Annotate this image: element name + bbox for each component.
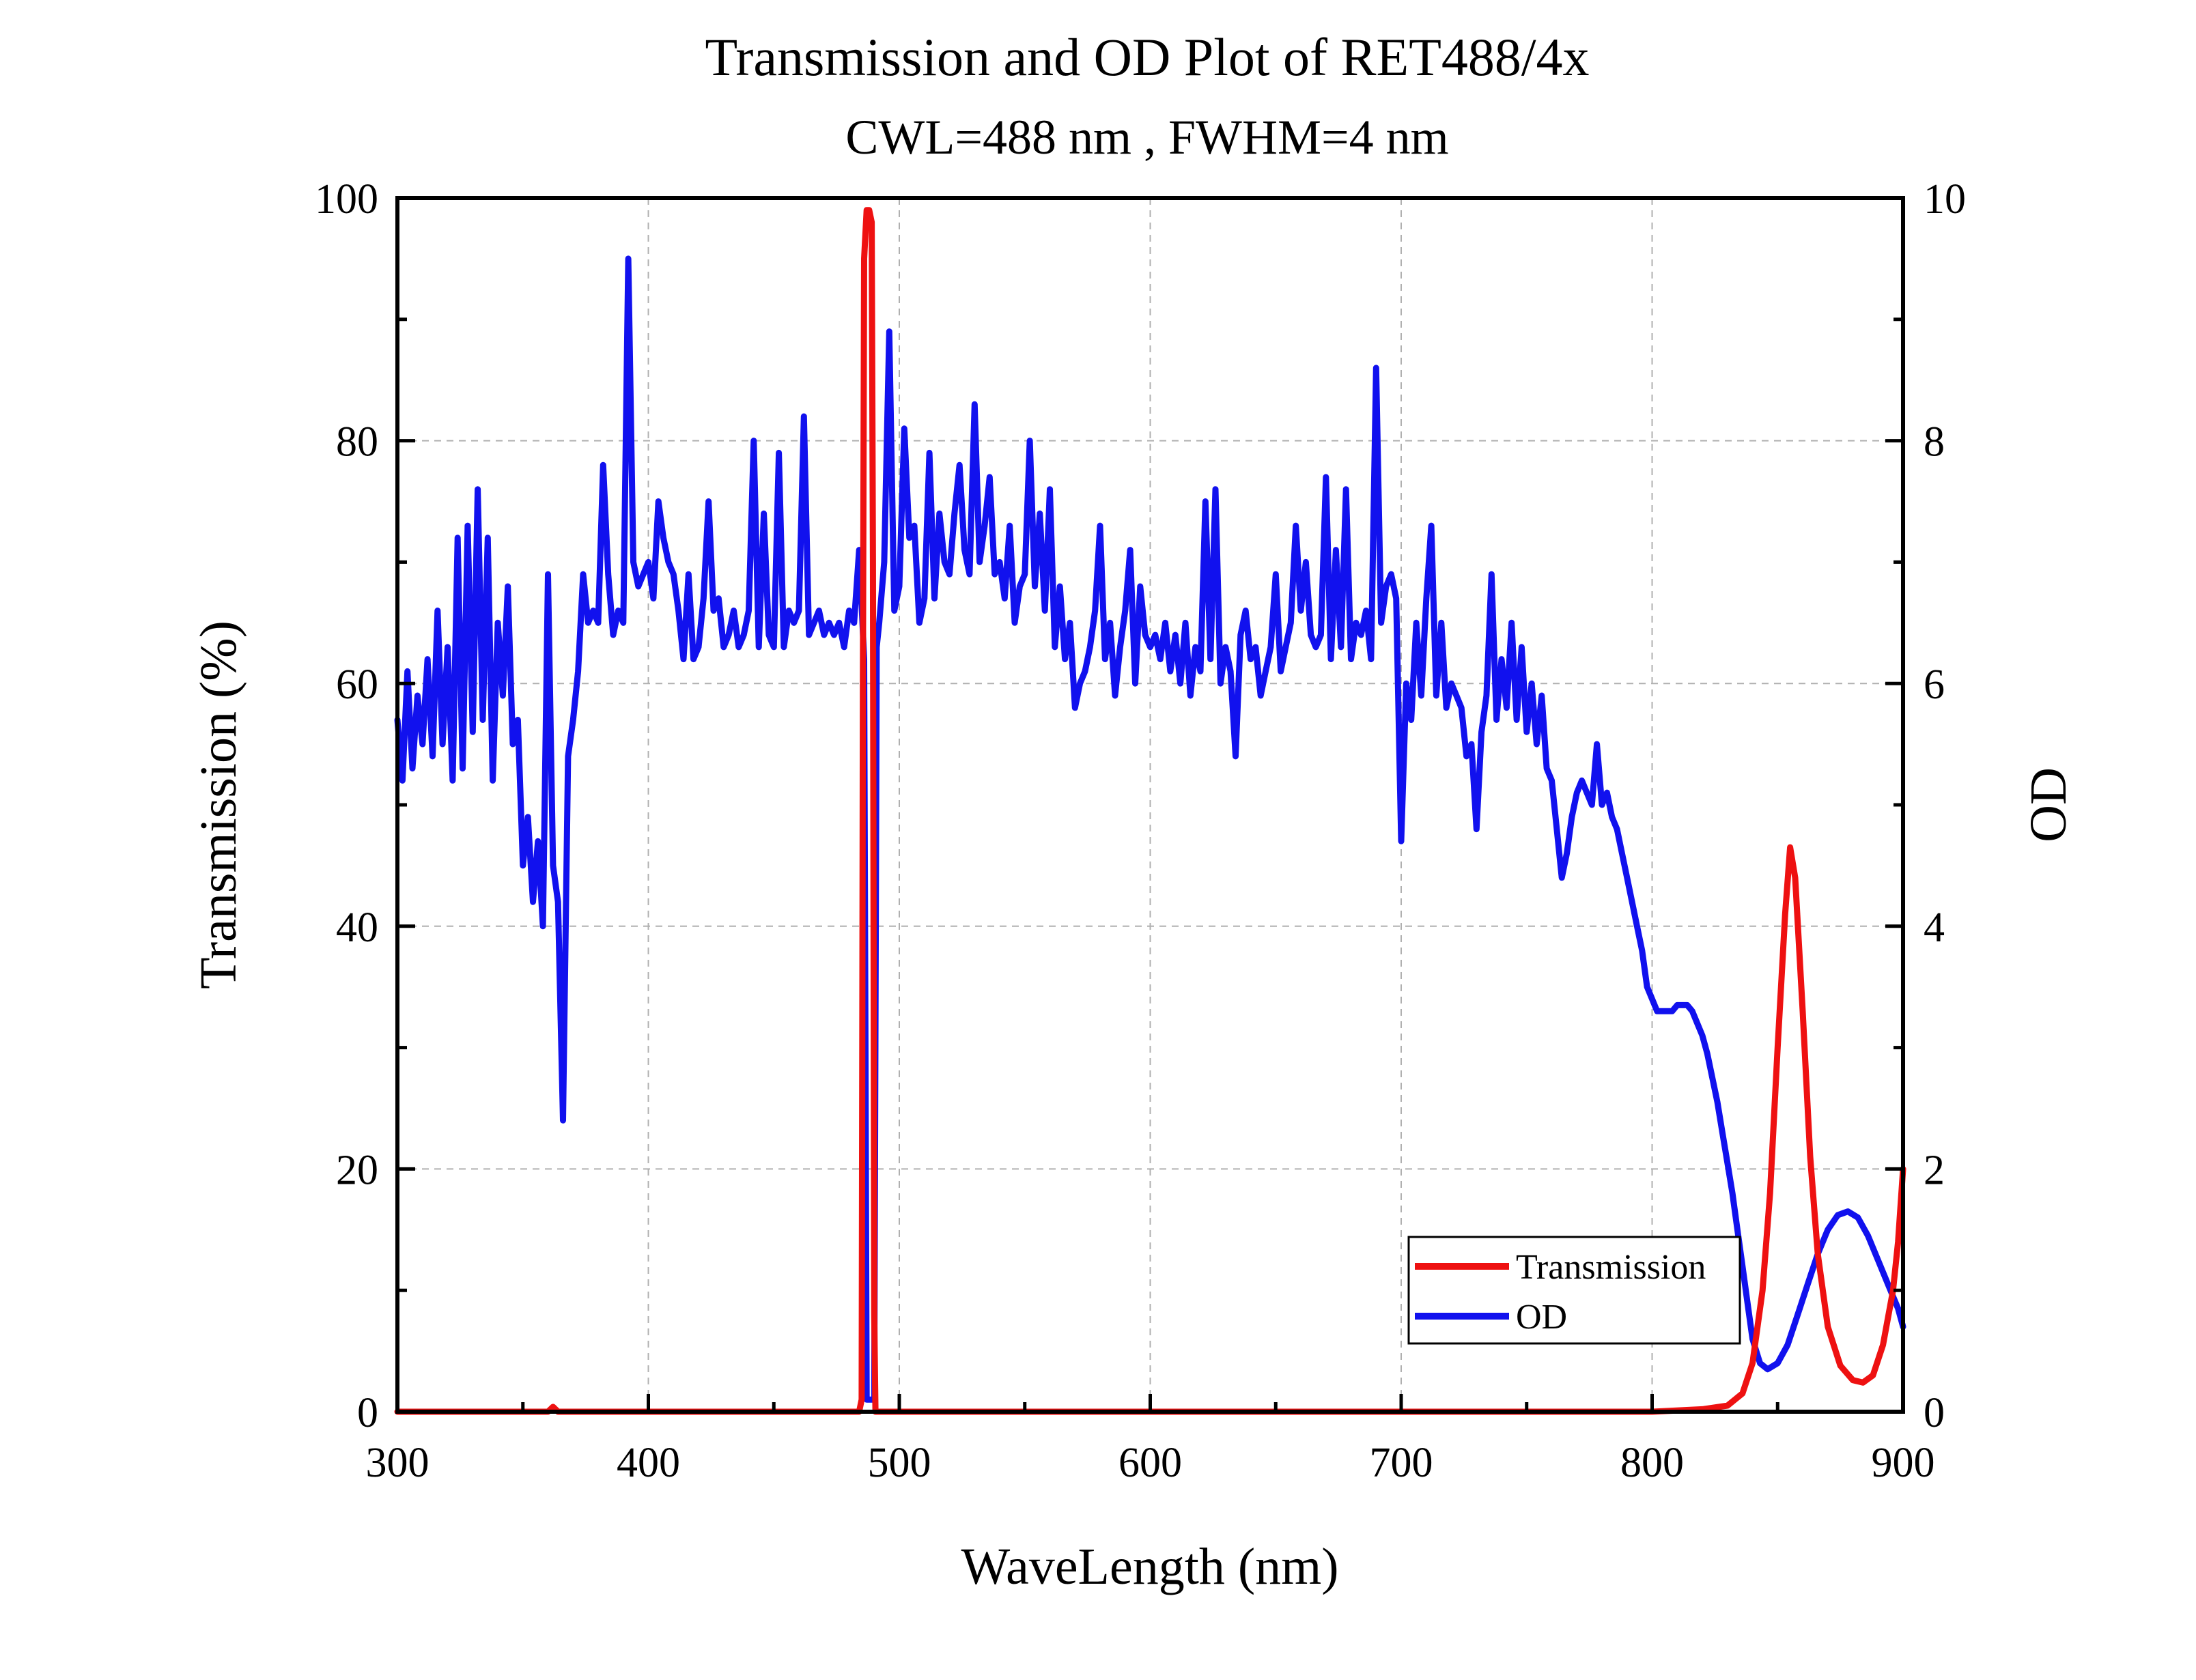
y2-tick-label: 4 — [1924, 905, 1945, 951]
grid-lines — [397, 198, 1903, 1412]
x-tick-label: 800 — [1620, 1440, 1684, 1486]
y-tick-label: 20 — [336, 1147, 378, 1193]
chart-subtitle: CWL=488 nm , FWHM=4 nm — [845, 110, 1448, 165]
y2-tick-label: 6 — [1924, 661, 1945, 708]
series-line-transmission — [394, 207, 1906, 1415]
y-tick-label: 60 — [336, 661, 378, 708]
legend-label-transmission: Transmission — [1516, 1248, 1706, 1287]
x-tick-label: 400 — [617, 1440, 680, 1486]
legend: Transmission OD — [1407, 1236, 1741, 1345]
legend-label-od: OD — [1516, 1298, 1567, 1337]
y-axis-label: Transmission (%) — [190, 621, 247, 989]
x-axis-label: WaveLength (nm) — [961, 1538, 1338, 1595]
x-tick-label: 300 — [366, 1440, 430, 1486]
x-tick-label: 600 — [1118, 1440, 1182, 1486]
y-tick-label: 80 — [336, 419, 378, 466]
y2-tick-label: 0 — [1924, 1390, 1945, 1436]
y2-tick-label: 10 — [1924, 176, 1966, 223]
y-tick-label: 40 — [336, 905, 378, 951]
x-tick-label: 900 — [1872, 1440, 1935, 1486]
y-tick-label: 0 — [357, 1390, 378, 1436]
plot-series — [394, 207, 1906, 1415]
x-tick-label: 500 — [868, 1440, 931, 1486]
y2-tick-label: 2 — [1924, 1147, 1945, 1193]
chart-title: Transmission and OD Plot of RET488/4x — [705, 27, 1589, 87]
series-line-od — [394, 255, 1906, 1403]
x-tick-label: 700 — [1370, 1440, 1433, 1486]
y2-tick-label: 8 — [1924, 419, 1945, 466]
legend-box — [1407, 1236, 1741, 1345]
y-tick-label: 100 — [315, 176, 378, 223]
y2-axis-label: OD — [2020, 767, 2077, 842]
